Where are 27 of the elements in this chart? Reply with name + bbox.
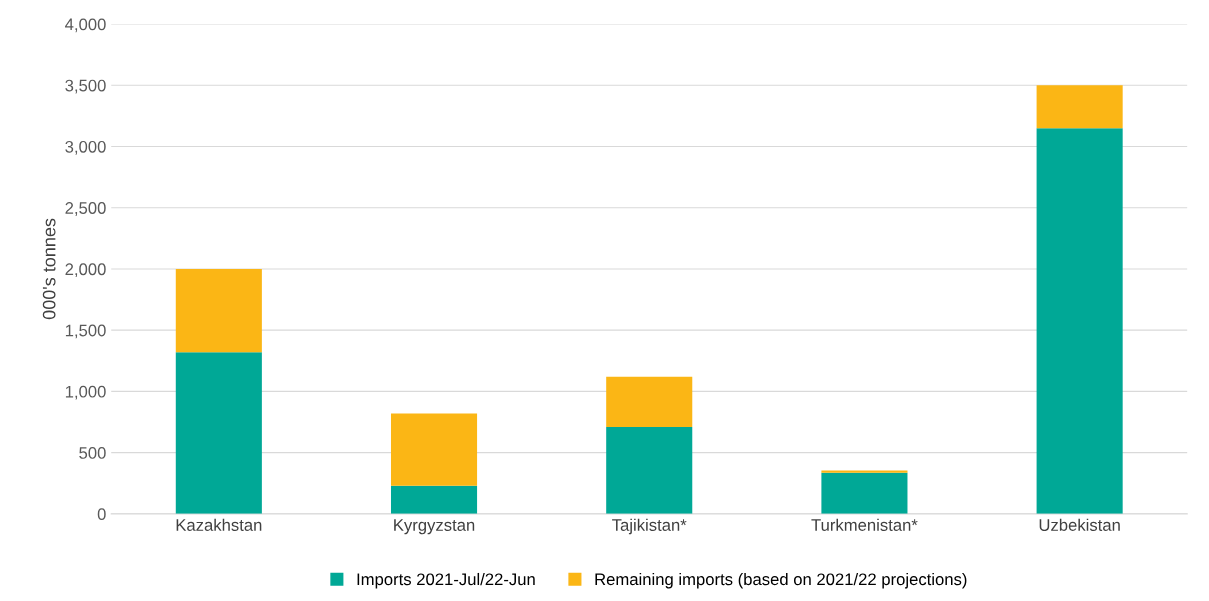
- bar: [821, 470, 908, 473]
- y-tick-label: 1,000: [65, 385, 106, 400]
- bar: [175, 268, 262, 353]
- bar: [606, 376, 693, 427]
- y-tick-label: 3,000: [65, 140, 106, 155]
- y-tick-label: 3,500: [65, 79, 106, 94]
- bar: [390, 485, 478, 514]
- bar: [1036, 128, 1123, 514]
- y-axis-title: 000's tonnes: [42, 218, 56, 320]
- bar: [606, 426, 693, 514]
- y-tick-label: 2,500: [65, 202, 106, 216]
- bar: [821, 472, 908, 514]
- bar: [1036, 85, 1123, 129]
- bar: [175, 352, 262, 514]
- legend-label: Imports 2021-Jul/22-Jun: [357, 572, 535, 589]
- x-tick-label: Kyrgyzstan: [394, 519, 475, 535]
- y-tick-label: 4,000: [65, 18, 106, 33]
- x-tick-label: Uzbekistan: [1039, 518, 1120, 531]
- y-tick-label: 0: [97, 508, 106, 521]
- x-tick-label: Tajikistan*: [612, 518, 687, 535]
- x-tick-label: Kazakhstan: [176, 518, 262, 531]
- y-tick-label: 1,500: [65, 324, 106, 339]
- legend-label: Remaining imports (based on 2021/22 projections): [595, 572, 967, 589]
- y-tick-label: 2,000: [65, 263, 106, 278]
- y-tick-label: 500: [79, 447, 106, 459]
- x-tick-label: Turkmenistan*: [811, 518, 918, 531]
- bar: [390, 413, 478, 486]
